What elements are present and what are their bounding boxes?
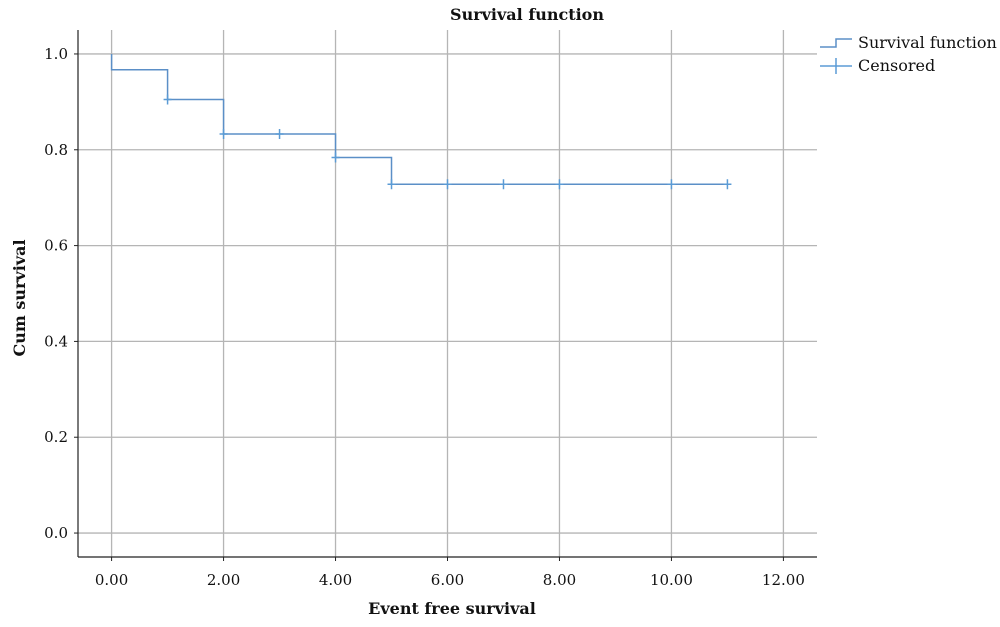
x-tick-label-6: 12.00: [762, 571, 805, 589]
grid-lines: [78, 30, 817, 557]
series-layer: [110, 53, 732, 190]
x-tick-label-4: 8.00: [543, 571, 576, 589]
survival-step-line: [110, 53, 728, 186]
censored-marker-2: [275, 128, 284, 139]
censored-marker-4: [387, 179, 396, 190]
y-axis-title: Cum survival: [10, 239, 29, 356]
y-tick-label-0: 0.0: [44, 524, 68, 542]
legend: Survival function Censored: [820, 33, 997, 75]
censored-marker-9: [723, 179, 732, 190]
x-tick-label-2: 4.00: [319, 571, 352, 589]
censored-marker-8: [667, 179, 676, 190]
y-tick-label-4: 0.8: [44, 141, 68, 159]
legend-label-censored: Censored: [858, 56, 935, 75]
censored-marker-7: [555, 179, 564, 190]
censored-marker-3: [331, 152, 340, 163]
y-tick-label-2: 0.4: [44, 332, 68, 350]
x-tick-label-1: 2.00: [207, 571, 240, 589]
censored-marker-5: [443, 179, 452, 190]
y-tick-label-3: 0.6: [44, 237, 68, 255]
tick-labels: 0.00 2.00 4.00 6.00 8.00 10.00 12.00 0.0 0.2 0.4 0…: [44, 45, 805, 589]
legend-label-survival-function: Survival function: [858, 33, 997, 52]
x-axis-title: Event free survival: [368, 599, 536, 618]
legend-item-survival-function: Survival function: [820, 33, 997, 52]
x-tick-label-3: 6.00: [431, 571, 464, 589]
x-tick-label-0: 0.00: [95, 571, 128, 589]
y-tick-label-1: 0.2: [44, 428, 68, 446]
x-tick-label-5: 10.00: [650, 571, 693, 589]
censored-marker-1: [219, 128, 228, 139]
chart-title: Survival function: [450, 5, 604, 24]
censored-marker-6: [499, 179, 508, 190]
axes: [74, 30, 817, 561]
censored-marker-0: [163, 94, 172, 105]
legend-swatch-censored: [820, 58, 852, 74]
legend-swatch-survival-function: [820, 38, 852, 48]
legend-item-censored: Censored: [820, 56, 935, 75]
y-tick-label-5: 1.0: [44, 45, 68, 63]
